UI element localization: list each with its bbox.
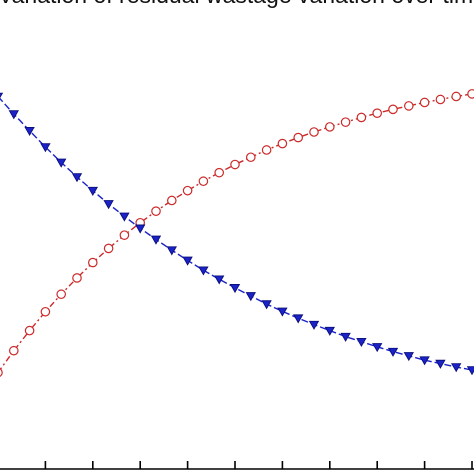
series-0-point-5 — [72, 273, 82, 283]
series-1 — [0, 92, 474, 376]
series-1-point-22 — [340, 332, 351, 342]
series-0-point-21 — [324, 122, 335, 132]
series-1-point-1 — [8, 110, 19, 120]
series-1-point-15 — [229, 284, 241, 294]
series-0-point-25 — [388, 104, 398, 115]
series-1-point-27 — [419, 356, 430, 366]
series-1-point-23 — [356, 337, 367, 348]
series-1-point-26 — [403, 352, 414, 362]
series-1-point-5 — [71, 173, 83, 183]
series-1-point-10 — [150, 235, 162, 245]
series-0-point-0 — [0, 368, 3, 377]
series-0-point-8 — [119, 230, 130, 240]
series-1-point-20 — [308, 320, 320, 330]
series-0-line — [0, 93, 473, 371]
series-0-point-29 — [451, 91, 461, 102]
series-1-point-17 — [261, 300, 272, 310]
series-1-point-30 — [466, 366, 474, 376]
series-0-point-24 — [372, 108, 382, 118]
series-0 — [0, 89, 474, 377]
series-1-line — [0, 97, 473, 371]
series-1-point-25 — [387, 347, 399, 357]
series-1-point-18 — [277, 307, 288, 317]
series-0-point-4 — [56, 289, 66, 300]
series-1-point-4 — [56, 158, 67, 168]
series-1-point-6 — [87, 186, 98, 196]
series-group — [0, 89, 474, 377]
series-0-point-15 — [230, 159, 240, 170]
series-1-point-0 — [0, 92, 4, 99]
series-1-point-9 — [135, 224, 146, 234]
series-0-point-20 — [309, 127, 319, 137]
series-1-point-11 — [166, 246, 177, 256]
series-1-point-28 — [435, 359, 446, 369]
series-1-point-2 — [24, 126, 35, 137]
series-1-point-16 — [245, 292, 256, 302]
series-1-point-19 — [293, 314, 304, 324]
chart-title: Variation of residual wastage variation … — [0, 0, 474, 8]
series-0-point-1 — [9, 345, 19, 356]
series-0-point-7 — [103, 243, 114, 254]
series-1-point-29 — [451, 363, 462, 373]
series-0-point-10 — [151, 206, 161, 216]
x-axis-ticks — [44, 461, 473, 469]
series-0-point-16 — [246, 152, 256, 163]
series-1-point-14 — [214, 275, 225, 285]
series-0-point-3 — [40, 306, 51, 317]
series-1-point-21 — [324, 326, 335, 336]
series-0-point-28 — [435, 94, 446, 105]
series-0-point-6 — [88, 257, 98, 268]
series-0-point-14 — [214, 167, 224, 178]
series-0-point-17 — [261, 145, 272, 155]
series-0-point-2 — [24, 325, 35, 336]
series-0-point-11 — [167, 195, 177, 206]
series-1-point-8 — [119, 212, 130, 222]
series-0-point-26 — [403, 101, 414, 111]
series-0-point-13 — [198, 176, 209, 187]
series-1-point-3 — [40, 143, 51, 153]
series-1-point-7 — [103, 200, 114, 210]
series-1-point-12 — [182, 256, 193, 266]
series-0-point-23 — [356, 112, 367, 123]
series-1-point-13 — [198, 266, 209, 276]
series-0-point-12 — [182, 185, 193, 196]
series-1-point-24 — [372, 343, 383, 353]
series-0-point-22 — [340, 117, 351, 127]
series-0-point-30 — [467, 89, 474, 99]
series-0-point-27 — [419, 97, 430, 108]
series-0-point-19 — [293, 132, 303, 143]
series-0-point-18 — [277, 138, 288, 149]
